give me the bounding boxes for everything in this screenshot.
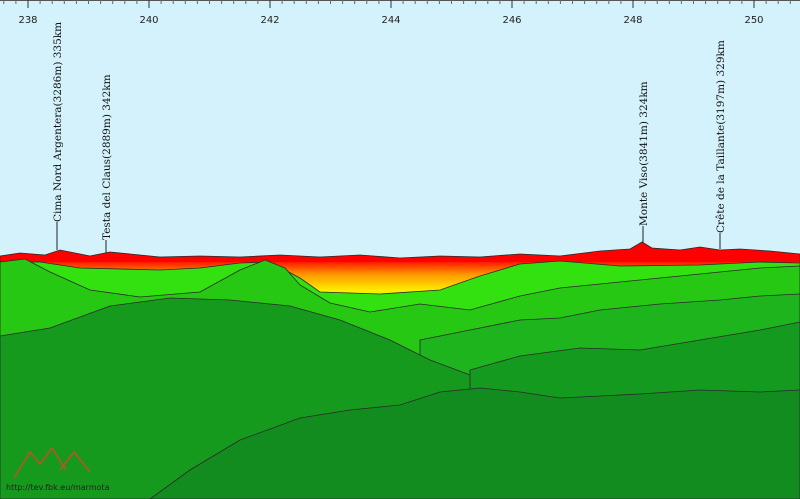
tick-label: 244	[381, 15, 400, 26]
tick-label: 250	[744, 15, 763, 26]
far-ridge	[0, 241, 800, 269]
logo	[13, 446, 91, 479]
peak-label: Crête de la Taillante(3197m) 329km	[715, 40, 727, 233]
tick-label: 240	[139, 15, 158, 26]
peak-label: Monte Viso(3841m) 324km	[638, 81, 650, 226]
foreground	[149, 387, 800, 499]
tick-label: 238	[18, 15, 37, 26]
tick-label: 246	[502, 15, 521, 26]
tick-label: 242	[260, 15, 279, 26]
tick-label: 248	[623, 15, 642, 26]
peak-label: Testa del Claus(2889m) 342km	[101, 74, 113, 240]
scale: 238 240 242 244 246 248 250	[3, 0, 791, 26]
peak-markers	[56, 222, 721, 253]
peak-label: Cima Nord Argentera(3286m) 335km	[52, 22, 64, 222]
watermark: http://tev.fbk.eu/marmota	[6, 483, 110, 492]
